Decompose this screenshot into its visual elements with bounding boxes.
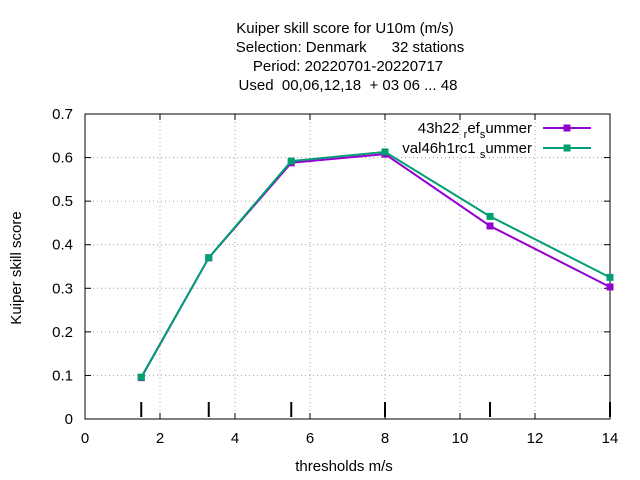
x-tick-label: 10	[452, 430, 469, 447]
legend-label: 43h22 refsummer	[418, 120, 532, 141]
y-tick-label: 0.1	[52, 367, 73, 384]
grid	[85, 114, 610, 419]
x-tick-label: 14	[602, 430, 619, 447]
title-line-4: Used 00,06,12,18 + 03 06 ... 48	[239, 77, 458, 94]
data-point	[205, 254, 213, 262]
x-tick-label: 4	[231, 430, 239, 447]
title-line-1: Kuiper skill score for U10m (m/s)	[236, 20, 454, 37]
chart-title: Kuiper skill score for U10m (m/s) Select…	[236, 20, 464, 94]
series-1	[137, 150, 614, 382]
y-tick-label: 0	[65, 411, 73, 428]
y-tick-label: 0.7	[52, 106, 73, 123]
data-point	[486, 222, 494, 230]
x-tick-label: 12	[527, 430, 544, 447]
legend-label: val46h1rc1 summer	[402, 140, 532, 161]
y-tick-label: 0.4	[52, 237, 73, 254]
x-tick-label: 2	[156, 430, 164, 447]
title-line-2: Selection: Denmark 32 stations	[236, 39, 464, 56]
plot-frame	[84, 113, 611, 420]
legend-marker	[563, 124, 571, 132]
y-tick-label: 0.5	[52, 193, 73, 210]
axis-ticks: 0 2 4 6 8 10 12 14 0 0.1 0.2 0.3 0.4 0.5 0.6 0.7	[52, 106, 618, 447]
title-line-3: Period: 20220701-20220717	[253, 58, 443, 75]
data-point	[606, 273, 614, 281]
series-line	[140, 153, 611, 379]
y-tick-label: 0.6	[52, 150, 73, 167]
data-point	[287, 157, 295, 165]
x-axis-label: thresholds m/s	[295, 458, 393, 475]
data-point	[606, 283, 614, 291]
data-point	[381, 148, 389, 156]
series-group	[137, 148, 614, 382]
series-line	[140, 150, 611, 378]
x-tick-label: 6	[306, 430, 314, 447]
series-2	[137, 148, 614, 381]
threshold-markers	[140, 402, 611, 417]
legend-marker	[563, 144, 571, 152]
x-tick-label: 8	[381, 430, 389, 447]
y-axis-label: Kuiper skill score	[8, 211, 25, 324]
x-tick-label: 0	[81, 430, 89, 447]
y-tick-label: 0.2	[52, 324, 73, 341]
data-point	[137, 373, 145, 381]
data-point	[486, 212, 494, 220]
y-tick-label: 0.3	[52, 280, 73, 297]
